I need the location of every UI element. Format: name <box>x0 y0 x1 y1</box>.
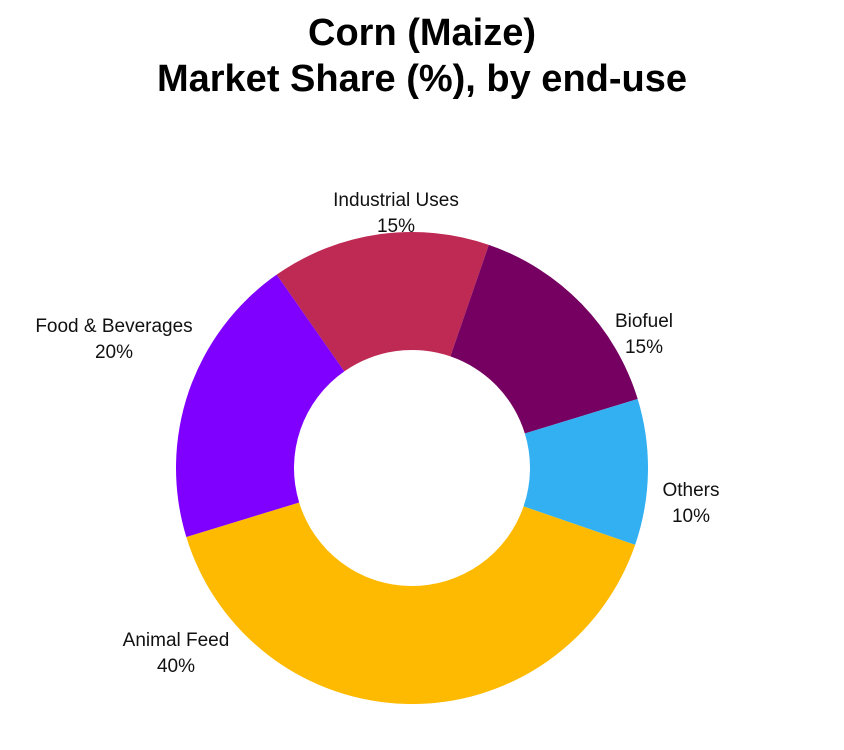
chart-title-line-1: Corn (Maize) <box>308 12 536 54</box>
slice-value-label: 15% <box>625 337 663 358</box>
slice-label: Others <box>662 480 719 501</box>
slice-value-label: 15% <box>377 216 415 237</box>
slice-value-label: 20% <box>95 342 133 363</box>
donut-slices <box>176 232 648 704</box>
chart-title: Corn (Maize) Market Share (%), by end-us… <box>0 10 844 102</box>
slice-animal-feed <box>186 502 636 704</box>
slice-labels: Industrial Uses 15% Biofuel 15% Others 10% Ani… <box>35 190 719 677</box>
slice-biofuel <box>450 244 638 434</box>
slice-food-beverages <box>176 274 345 537</box>
slice-others <box>523 399 648 545</box>
slice-label: Industrial Uses <box>333 190 459 211</box>
slice-value-label: 40% <box>157 656 195 677</box>
slice-label: Biofuel <box>615 311 673 332</box>
slice-industrial-uses <box>276 232 489 372</box>
slice-value-label: 10% <box>672 506 710 527</box>
chart-title-line-2: Market Share (%), by end-use <box>156 58 688 100</box>
slice-label: Animal Feed <box>123 630 230 651</box>
slice-label: Food & Beverages <box>35 316 192 337</box>
